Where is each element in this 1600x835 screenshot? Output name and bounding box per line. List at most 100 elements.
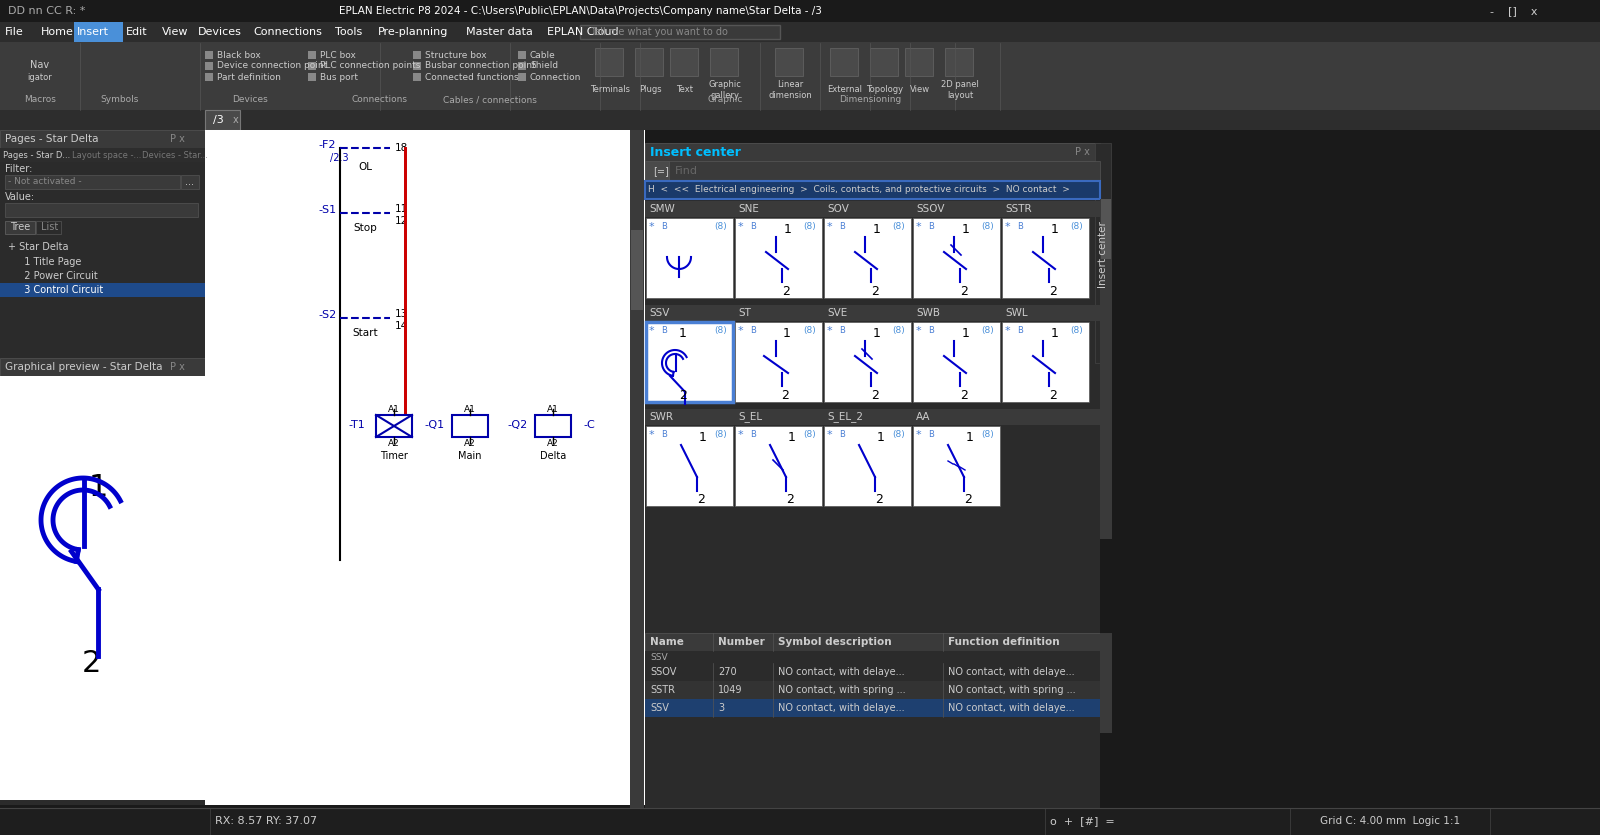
Text: Insert center: Insert center — [1098, 221, 1107, 288]
Text: B: B — [838, 222, 845, 231]
Bar — [645, 201, 1101, 217]
Text: Cable: Cable — [530, 50, 555, 59]
Text: *: * — [1005, 326, 1011, 336]
Text: 2: 2 — [1050, 389, 1058, 402]
Text: Tree: Tree — [10, 222, 30, 232]
Text: Part definition: Part definition — [218, 73, 282, 82]
Text: Tools: Tools — [334, 27, 362, 37]
Bar — [181, 175, 198, 189]
Text: *: * — [738, 326, 744, 336]
Text: *: * — [650, 430, 654, 440]
Text: S_EL: S_EL — [738, 412, 762, 423]
Text: *: * — [827, 430, 832, 440]
Bar — [1101, 199, 1112, 539]
Text: -S1: -S1 — [318, 205, 336, 215]
Text: *: * — [915, 222, 922, 232]
Text: (8): (8) — [803, 430, 816, 439]
Bar — [376, 415, 413, 437]
Bar — [645, 305, 1101, 321]
Text: 1: 1 — [88, 473, 107, 503]
Text: Terminals: Terminals — [590, 85, 630, 94]
Text: S_EL_2: S_EL_2 — [827, 412, 862, 423]
Bar — [0, 376, 205, 800]
Text: 1: 1 — [787, 431, 795, 444]
Text: - Not activated -: - Not activated - — [8, 178, 82, 186]
Bar — [946, 48, 973, 76]
Bar — [645, 143, 1101, 808]
Text: Device connection point: Device connection point — [218, 62, 328, 70]
Text: Name: Name — [650, 637, 683, 647]
Text: Graphic: Graphic — [707, 95, 742, 104]
Text: Connection: Connection — [530, 73, 581, 82]
Text: -    []    x: - [] x — [1490, 6, 1538, 16]
Text: Devices - Star...: Devices - Star... — [142, 150, 208, 159]
Text: [=]: [=] — [653, 166, 669, 176]
Text: *: * — [915, 430, 922, 440]
Text: 2: 2 — [782, 285, 790, 298]
Bar — [645, 699, 1101, 717]
Text: 2: 2 — [781, 389, 789, 402]
Text: A2: A2 — [547, 438, 558, 448]
Text: ...: ... — [186, 177, 195, 187]
Text: 11: 11 — [395, 204, 408, 214]
Bar — [645, 161, 1101, 181]
Bar — [1002, 218, 1090, 298]
Text: 3 Control Circuit: 3 Control Circuit — [18, 285, 104, 295]
Bar — [646, 218, 733, 298]
Text: Symbol description: Symbol description — [778, 637, 891, 647]
Bar — [914, 322, 1000, 402]
Text: -S2: -S2 — [318, 310, 336, 320]
Bar — [630, 130, 643, 808]
Text: B: B — [750, 222, 755, 231]
Text: B: B — [750, 430, 755, 439]
Text: (8): (8) — [1070, 222, 1083, 231]
Bar — [0, 22, 1600, 42]
Text: 1049: 1049 — [718, 685, 742, 695]
Text: (8): (8) — [981, 326, 994, 335]
Text: 1: 1 — [678, 327, 686, 340]
Text: 13: 13 — [395, 309, 408, 319]
Bar — [205, 110, 240, 130]
Text: SVE: SVE — [827, 308, 848, 318]
Text: OL: OL — [358, 162, 371, 172]
Text: B: B — [661, 222, 667, 231]
Text: Find: Find — [675, 166, 698, 176]
Bar — [1101, 199, 1110, 259]
Text: Filter:: Filter: — [5, 164, 32, 174]
Bar — [710, 48, 738, 76]
Text: 2 Power Circuit: 2 Power Circuit — [18, 271, 98, 281]
Bar — [534, 415, 571, 437]
Bar — [630, 230, 643, 310]
Text: *: * — [650, 326, 654, 336]
Text: Structure box: Structure box — [426, 50, 486, 59]
Bar — [413, 51, 421, 59]
Text: NO contact, with delaye...: NO contact, with delaye... — [778, 703, 904, 713]
Text: Grid C: 4.00 mm  Logic 1:1: Grid C: 4.00 mm Logic 1:1 — [1320, 816, 1461, 826]
Text: Text: Text — [677, 85, 693, 94]
Text: -F2: -F2 — [318, 140, 336, 150]
Text: B: B — [750, 326, 755, 335]
Text: 2: 2 — [698, 493, 706, 506]
Text: B: B — [838, 326, 845, 335]
Text: SSV: SSV — [650, 308, 669, 318]
Text: P x: P x — [1075, 147, 1090, 157]
Text: A1: A1 — [547, 404, 558, 413]
Text: Busbar connection point: Busbar connection point — [426, 62, 536, 70]
Text: 1: 1 — [966, 431, 974, 444]
Text: Home: Home — [42, 27, 74, 37]
Text: SSV: SSV — [650, 652, 667, 661]
Text: NO contact, with delaye...: NO contact, with delaye... — [778, 667, 904, 677]
Text: NO contact, with delaye...: NO contact, with delaye... — [947, 703, 1075, 713]
Text: (8): (8) — [981, 222, 994, 231]
Text: File: File — [5, 27, 24, 37]
Text: EPLAN Electric P8 2024 - C:\Users\Public\EPLAN\Data\Projects\Company name\Star D: EPLAN Electric P8 2024 - C:\Users\Public… — [339, 6, 821, 16]
Bar — [205, 62, 213, 70]
Text: List: List — [42, 222, 58, 232]
Text: 1: 1 — [877, 431, 885, 444]
Text: 1: 1 — [1051, 223, 1059, 236]
Text: ST: ST — [738, 308, 750, 318]
Text: Main: Main — [458, 451, 482, 461]
Bar — [734, 426, 822, 506]
Text: 2: 2 — [875, 493, 883, 506]
Text: Connected functions: Connected functions — [426, 73, 518, 82]
